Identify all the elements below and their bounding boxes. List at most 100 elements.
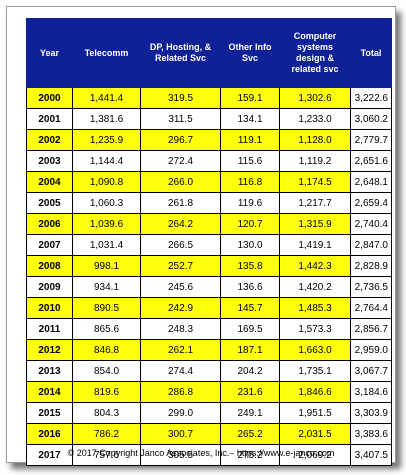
cell-telecomm: 819.6 [72, 381, 141, 403]
cell-dp-hosting: 242.9 [140, 297, 221, 319]
cell-dp-hosting: 248.3 [140, 318, 221, 340]
cell-computer-systems: 1,573.3 [279, 318, 351, 340]
cell-year: 2012 [26, 339, 73, 361]
cell-other-info: 120.7 [220, 213, 280, 235]
cell-total: 2,847.0 [350, 234, 392, 256]
cell-telecomm: 865.6 [72, 318, 141, 340]
cell-computer-systems: 1,174.5 [279, 171, 351, 193]
table-row: 2013 854.0 274.4 204.2 1,735.1 3,067.7 [26, 360, 392, 382]
table-row: 2007 1,031.4 266.5 130.0 1,419.1 2,847.0 [26, 234, 392, 256]
table-row: 2008 998.1 252.7 135.8 1,442.3 2,828.9 [26, 255, 392, 277]
table-row: 2012 846.8 262.1 187.1 1,663.0 2,959.0 [26, 339, 392, 361]
cell-year: 2013 [26, 360, 73, 382]
cell-other-info: 119.1 [220, 129, 280, 151]
cell-computer-systems: 1,217.7 [279, 192, 351, 214]
table-body: 2000 1,441.4 319.5 159.1 1,302.6 3,222.6 2001 1… [26, 87, 392, 466]
header-computer-systems: Computer systems design & related svc [279, 18, 351, 88]
cell-year: 2001 [26, 108, 73, 130]
cell-telecomm: 1,235.9 [72, 129, 141, 151]
header-line: Year [39, 47, 60, 58]
cell-telecomm: 998.1 [72, 255, 141, 277]
cell-computer-systems: 1,951.5 [279, 402, 351, 424]
table-row: 2010 890.5 242.9 145.7 1,485.3 2,764.4 [26, 297, 392, 319]
header-year: Year [26, 18, 73, 88]
cell-year: 2014 [26, 381, 73, 403]
data-table: Year Telecomm DP, Hosting, & Related Svc … [26, 18, 392, 466]
cell-computer-systems: 1,233.0 [279, 108, 351, 130]
cell-telecomm: 890.5 [72, 297, 141, 319]
cell-total: 3,060.2 [350, 108, 392, 130]
cell-other-info: 187.1 [220, 339, 280, 361]
cell-dp-hosting: 299.0 [140, 402, 221, 424]
cell-dp-hosting: 266.5 [140, 234, 221, 256]
table-row: 2015 804.3 299.0 249.1 1,951.5 3,303.9 [26, 402, 392, 424]
cell-telecomm: 1,031.4 [72, 234, 141, 256]
table-row: 2009 934.1 245.6 136.6 1,420.2 2,736.5 [26, 276, 392, 298]
cell-total: 2,764.4 [350, 297, 392, 319]
cell-year: 2011 [26, 318, 73, 340]
cell-year: 2002 [26, 129, 73, 151]
cell-dp-hosting: 266.0 [140, 171, 221, 193]
cell-dp-hosting: 296.7 [140, 129, 221, 151]
cell-dp-hosting: 300.7 [140, 423, 221, 445]
cell-other-info: 115.6 [220, 150, 280, 172]
copyright-footer: © 2017 Copyright Janco Associates, Inc.–… [67, 448, 335, 458]
cell-dp-hosting: 252.7 [140, 255, 221, 277]
cell-telecomm: 757.6 [72, 444, 141, 466]
header-line: related svc [291, 64, 339, 74]
cell-computer-systems: 1,485.3 [279, 297, 351, 319]
cell-computer-systems: 1,846.6 [279, 381, 351, 403]
header-line: Total [360, 47, 382, 58]
cell-telecomm: 1,381.6 [72, 108, 141, 130]
table-row: 2004 1,090.8 266.0 116.8 1,174.5 2,648.1 [26, 171, 392, 193]
table-row: 2011 865.6 248.3 169.5 1,573.3 2,856.7 [26, 318, 392, 340]
cell-dp-hosting: 319.5 [140, 87, 221, 109]
cell-total: 2,740.4 [350, 213, 392, 235]
table-row: 2016 786.2 300.7 265.2 2,031.5 3,383.6 [26, 423, 392, 445]
cell-year: 2004 [26, 171, 73, 193]
cell-computer-systems: 1,302.6 [279, 87, 351, 109]
cell-telecomm: 934.1 [72, 276, 141, 298]
cell-telecomm: 1,039.6 [72, 213, 141, 235]
cell-total: 2,736.5 [350, 276, 392, 298]
cell-other-info: 135.8 [220, 255, 280, 277]
table-row: 2006 1,039.6 264.2 120.7 1,315.9 2,740.4 [26, 213, 392, 235]
cell-dp-hosting: 311.5 [140, 108, 221, 130]
table-header: Year Telecomm DP, Hosting, & Related Svc … [26, 18, 392, 88]
cell-total: 2,959.0 [350, 339, 392, 361]
cell-year: 2017 [26, 444, 73, 466]
cell-computer-systems: 2,069.2 [279, 444, 351, 466]
cell-other-info: 116.8 [220, 171, 280, 193]
cell-year: 2003 [26, 150, 73, 172]
cell-dp-hosting: 264.2 [140, 213, 221, 235]
cell-other-info: 265.2 [220, 423, 280, 445]
cell-year: 2007 [26, 234, 73, 256]
cell-total: 3,184.6 [350, 381, 392, 403]
cell-other-info: 130.0 [220, 234, 280, 256]
table-row: 2001 1,381.6 311.5 134.1 1,233.0 3,060.2 [26, 108, 392, 130]
cell-dp-hosting: 245.6 [140, 276, 221, 298]
cell-dp-hosting: 272.4 [140, 150, 221, 172]
cell-telecomm: 804.3 [72, 402, 141, 424]
header-line: Related Svc [154, 53, 207, 63]
cell-other-info: 159.1 [220, 87, 280, 109]
cell-computer-systems: 1,315.9 [279, 213, 351, 235]
header-line: Telecomm [84, 47, 129, 58]
cell-total: 2,828.9 [350, 255, 392, 277]
cell-other-info: 136.6 [220, 276, 280, 298]
cell-computer-systems: 1,128.0 [279, 129, 351, 151]
cell-dp-hosting: 286.8 [140, 381, 221, 403]
cell-total: 3,067.7 [350, 360, 392, 382]
table-row: 2003 1,144.4 272.4 115.6 1,119.2 2,651.6 [26, 150, 392, 172]
table-card: Year Telecomm DP, Hosting, & Related Svc … [6, 6, 396, 466]
cell-total: 2,779.7 [350, 129, 392, 151]
cell-year: 2006 [26, 213, 73, 235]
cell-telecomm: 846.8 [72, 339, 141, 361]
table-row: 2005 1,060.3 261.8 119.6 1,217.7 2,659.4 [26, 192, 392, 214]
cell-other-info: 134.1 [220, 108, 280, 130]
cell-year: 2000 [26, 87, 73, 109]
cell-computer-systems: 1,420.2 [279, 276, 351, 298]
table-row: 2014 819.6 286.8 231.6 1,846.6 3,184.6 [26, 381, 392, 403]
cell-dp-hosting: 305.5 [140, 444, 221, 466]
cell-dp-hosting: 274.4 [140, 360, 221, 382]
